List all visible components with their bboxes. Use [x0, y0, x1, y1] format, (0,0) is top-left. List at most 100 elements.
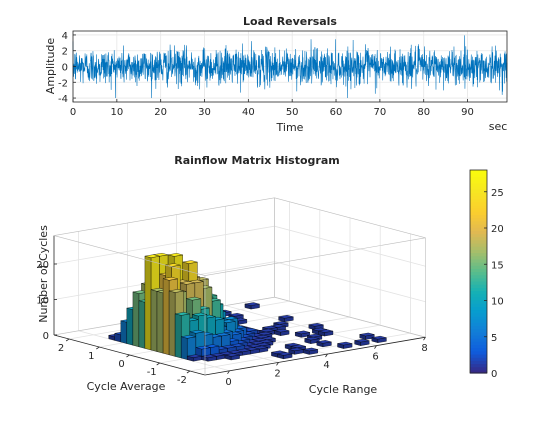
load-reversals-axes: 0 10 20 30 40 50 60 70 80 90 -4 -2 0 2 4 Load Reversal…	[44, 15, 508, 134]
box-edge	[53, 235, 206, 276]
colorbar-segment	[470, 242, 487, 247]
colorbar-segment	[470, 265, 487, 269]
colorbar-segment	[470, 347, 487, 352]
colorbar-segment	[470, 353, 487, 358]
bar-top-face	[371, 335, 387, 340]
x-tick-label: 50	[286, 107, 299, 118]
colorbar-segment	[470, 211, 487, 215]
bar-top-face	[180, 281, 195, 285]
histogram-bar	[337, 341, 353, 349]
bar-side-face	[126, 307, 134, 346]
y-tick-label: -4	[58, 94, 68, 105]
average-tick-mark	[65, 338, 70, 342]
colorbar-segment	[470, 208, 487, 212]
top-xlabel: Time	[276, 121, 304, 134]
top-ylabel: Amplitude	[44, 38, 57, 95]
x-tick-label: 60	[330, 107, 343, 118]
bar-side-face	[156, 291, 164, 354]
histogram-bar	[274, 328, 290, 336]
colorbar-segment	[470, 271, 487, 276]
colorbar-segment	[470, 223, 487, 228]
top-x-unit-label: sec	[489, 120, 508, 133]
bar-top-face	[181, 335, 196, 339]
colorbar-segment	[470, 296, 487, 301]
bar-top-face	[295, 330, 310, 335]
bar-top-face	[259, 328, 275, 333]
average-tick-mark	[186, 370, 191, 374]
y-tick-label: -2	[58, 78, 68, 89]
colorbar-ticks: 0 5 10 15 20 25	[484, 188, 504, 380]
bar-top-face	[273, 321, 289, 325]
colorbar-segment	[470, 341, 487, 346]
colorbar-segment	[470, 312, 487, 317]
bar-top-face	[308, 323, 324, 327]
colorbar-segment	[470, 185, 487, 190]
range-tick-mark	[374, 345, 377, 349]
colorbar-segment	[470, 369, 487, 374]
box-edge-back	[274, 296, 426, 338]
colorbar-segment	[470, 261, 487, 266]
colorbar-segment	[470, 217, 487, 222]
bar-side-face	[144, 255, 152, 351]
histogram-bar	[187, 354, 202, 362]
load-reversals-title: Load Reversals	[243, 15, 337, 28]
count-tick-label: 10	[36, 296, 49, 307]
colorbar-segment	[470, 182, 487, 187]
average-tick-label: -1	[147, 367, 157, 378]
count-tick-label: 20	[36, 260, 49, 271]
colorbar-tick-label: 10	[491, 297, 504, 308]
bar-top-face	[337, 341, 353, 346]
range-tick-label: 0	[225, 377, 231, 388]
colorbar-segment	[470, 230, 487, 235]
load-signal-line	[72, 35, 508, 99]
colorbar-gradient	[470, 170, 487, 374]
range-tick-label: 8	[421, 343, 427, 354]
colorbar-segment	[470, 249, 487, 254]
bar-top-face	[316, 340, 332, 344]
bar-top-face	[244, 302, 260, 306]
histogram-bar	[201, 354, 217, 362]
colorbar-segment	[470, 201, 487, 206]
range-tick-label: 6	[372, 352, 378, 363]
hist-zlabel: Number of Cycles	[37, 225, 50, 323]
histogram-bar	[316, 340, 332, 348]
bar-top-face	[262, 325, 278, 330]
bar-top-face	[228, 313, 244, 317]
range-tick-label: 2	[274, 368, 280, 379]
top-ticks: 0 10 20 30 40 50 60 70 80 90 -4 -2 0 2 4	[58, 31, 474, 118]
colorbar-segment	[470, 290, 487, 295]
bar-top-face	[224, 353, 240, 357]
colorbar-segment	[470, 189, 487, 193]
colorbar-segment	[470, 236, 487, 241]
colorbar-segment	[470, 366, 487, 371]
range-tick-mark	[423, 336, 426, 341]
bar-top-face	[354, 338, 370, 343]
colorbar-tick-label: 20	[491, 224, 504, 235]
average-tick-mark	[96, 346, 100, 350]
bar-top-face	[144, 254, 160, 258]
bar-side-face	[174, 313, 182, 359]
x-tick-label: 90	[461, 107, 474, 118]
colorbar-segment	[470, 214, 487, 219]
bar-side-face	[181, 336, 188, 360]
colorbar-segment	[470, 255, 487, 260]
hist-xlabel: Cycle Range	[309, 383, 378, 396]
histogram-bar	[244, 302, 260, 310]
bar-top-face	[132, 290, 148, 294]
colorbar-segment	[470, 176, 487, 181]
colorbar-segment	[470, 319, 487, 323]
colorbar-segment	[470, 204, 487, 209]
colorbar-segment	[470, 293, 487, 298]
histogram-bar	[224, 353, 240, 361]
colorbar-segment	[470, 363, 487, 368]
x-tick-label: 30	[198, 107, 211, 118]
colorbar-segment	[470, 268, 487, 273]
bar-side-face	[162, 278, 170, 356]
bar-side-face	[138, 300, 146, 349]
colorbar-segment	[470, 220, 487, 225]
bar-top-face	[303, 347, 318, 352]
x-tick-label: 0	[70, 107, 76, 118]
bar-top-face	[189, 330, 205, 334]
